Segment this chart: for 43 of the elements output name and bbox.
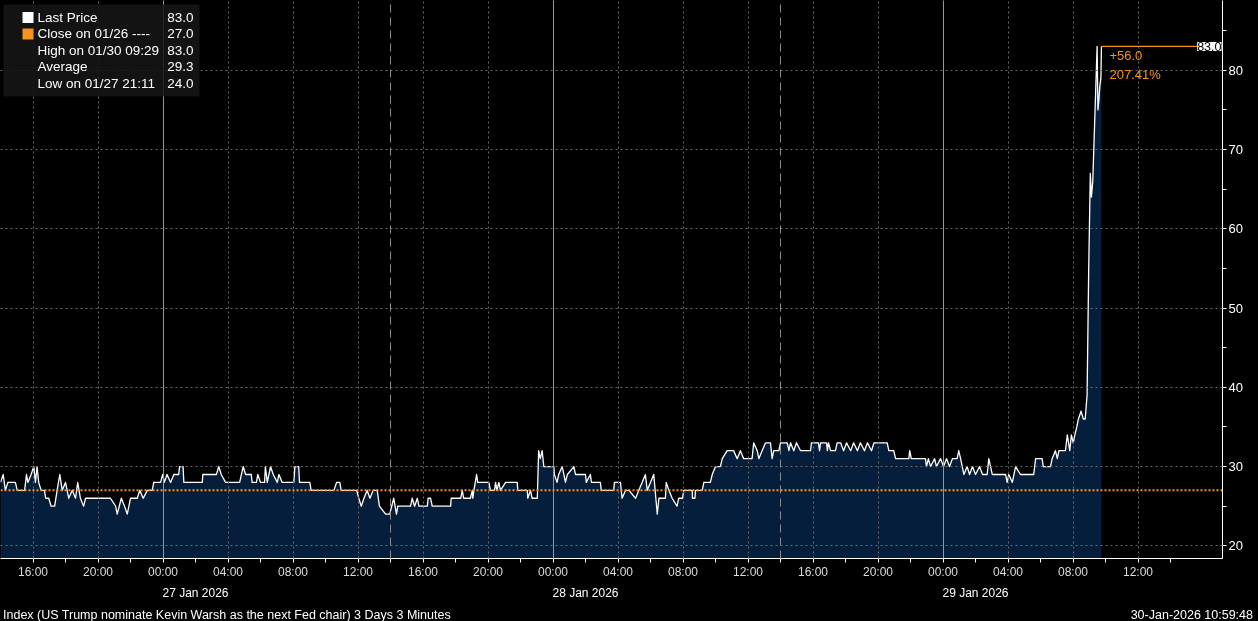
annotation: 83.0 <box>1197 39 1222 54</box>
x-tick-label: 04:00 <box>602 564 634 579</box>
x-tick-label: 20:00 <box>862 564 894 579</box>
legend-label: Close on 01/26 ---- <box>37 26 151 42</box>
x-tick-label: 16:00 <box>17 564 49 579</box>
annotation: High on 01/30 09:29 <box>37 42 160 58</box>
annotation: Low on 01/27 21:11 <box>37 75 156 91</box>
x-tick-label: 00:00 <box>927 564 959 579</box>
x-tick-label: 16:00 <box>407 564 439 579</box>
x-tick-label: 08:00 <box>1057 564 1089 579</box>
x2-tick-label: 29 Jan 2026 <box>942 585 1009 600</box>
x-tick-label: 08:00 <box>277 564 309 579</box>
x-tick-label: 04:00 <box>992 564 1024 579</box>
x-tick-label: 12:00 <box>342 564 374 579</box>
x-tick-label: 12:00 <box>732 564 764 579</box>
annotation: 207.41% <box>1109 67 1162 83</box>
annotation: 24.0 <box>167 75 194 91</box>
y-tick-label: 70 <box>1228 142 1243 158</box>
y-tick-label: 30 <box>1228 459 1243 475</box>
annotation: 27.0 <box>167 26 194 42</box>
y-tick-label: 20 <box>1228 538 1243 554</box>
annotation: +56.0 <box>1109 48 1143 64</box>
legend-label: Last Price <box>37 10 98 25</box>
annotation: 83.0 <box>167 10 194 25</box>
x-tick-label: 08:00 <box>667 564 699 579</box>
x2-tick-label: 28 Jan 2026 <box>552 585 619 600</box>
x-tick-label: 12:00 <box>1122 564 1154 579</box>
y-tick-label: 50 <box>1228 300 1243 316</box>
x-tick-label: 04:00 <box>212 564 244 579</box>
y-tick-label: 60 <box>1228 221 1243 237</box>
y-tick-label: 40 <box>1228 379 1243 395</box>
y-tick-label: 80 <box>1228 62 1243 78</box>
x-tick-label: 20:00 <box>82 564 114 579</box>
x-tick-label: 20:00 <box>472 564 504 579</box>
annotation: Average <box>37 59 88 75</box>
x-tick-label: 00:00 <box>537 564 569 579</box>
x-tick-label: 00:00 <box>147 564 179 579</box>
text: 30-Jan-2026 10:59:48 <box>1130 607 1253 621</box>
annotation: 83.0 <box>167 42 194 58</box>
x2-tick-label: 27 Jan 2026 <box>162 585 229 600</box>
text: Index (US Trump nominate Kevin Warsh as the next Fed chair) 3 Days 3 Minutes <box>3 607 451 621</box>
x-tick-label: 16:00 <box>797 564 829 579</box>
annotation: 29.3 <box>167 59 194 75</box>
